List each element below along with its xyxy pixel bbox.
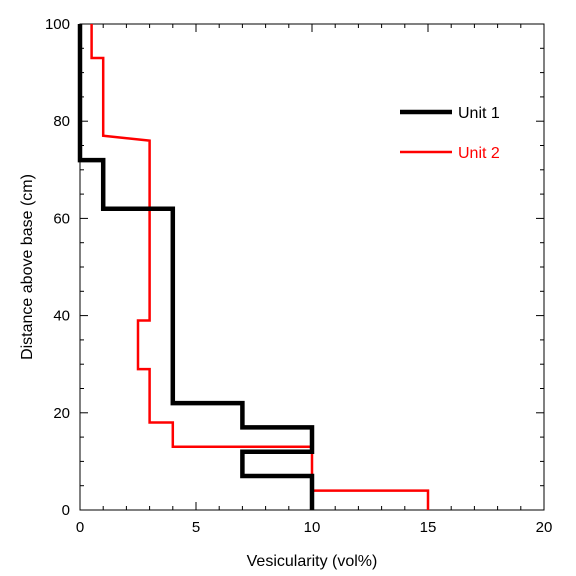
x-axis-label: Vesicularity (vol%) bbox=[247, 553, 378, 570]
x-tick-label-5: 5 bbox=[192, 519, 200, 536]
y-tick-label-40: 40 bbox=[53, 308, 70, 325]
y-axis-label: Distance above base (cm) bbox=[19, 174, 36, 360]
x-tick-label-0: 0 bbox=[76, 519, 84, 536]
series-layer bbox=[77, 24, 430, 510]
legend-label-unit-2: Unit 2 bbox=[458, 145, 500, 162]
series-line-unit-1 bbox=[77, 24, 315, 510]
legend: Unit 1 Unit 2 bbox=[400, 105, 500, 162]
x-tick-label-15: 15 bbox=[420, 519, 437, 536]
y-tick-label-20: 20 bbox=[53, 405, 70, 422]
series-line-unit-2 bbox=[90, 24, 430, 510]
x-tick-label-20: 20 bbox=[536, 519, 553, 536]
x-tick-label-10: 10 bbox=[304, 519, 321, 536]
y-tick-label-0: 0 bbox=[62, 502, 70, 519]
y-tick-label-100: 100 bbox=[45, 16, 70, 33]
y-tick-label-60: 60 bbox=[53, 210, 70, 227]
axis-ticks: 0 5 10 15 20 0 20 40 60 80 100 bbox=[45, 16, 552, 536]
legend-label-unit-1: Unit 1 bbox=[458, 105, 500, 122]
y-tick-label-80: 80 bbox=[53, 113, 70, 130]
